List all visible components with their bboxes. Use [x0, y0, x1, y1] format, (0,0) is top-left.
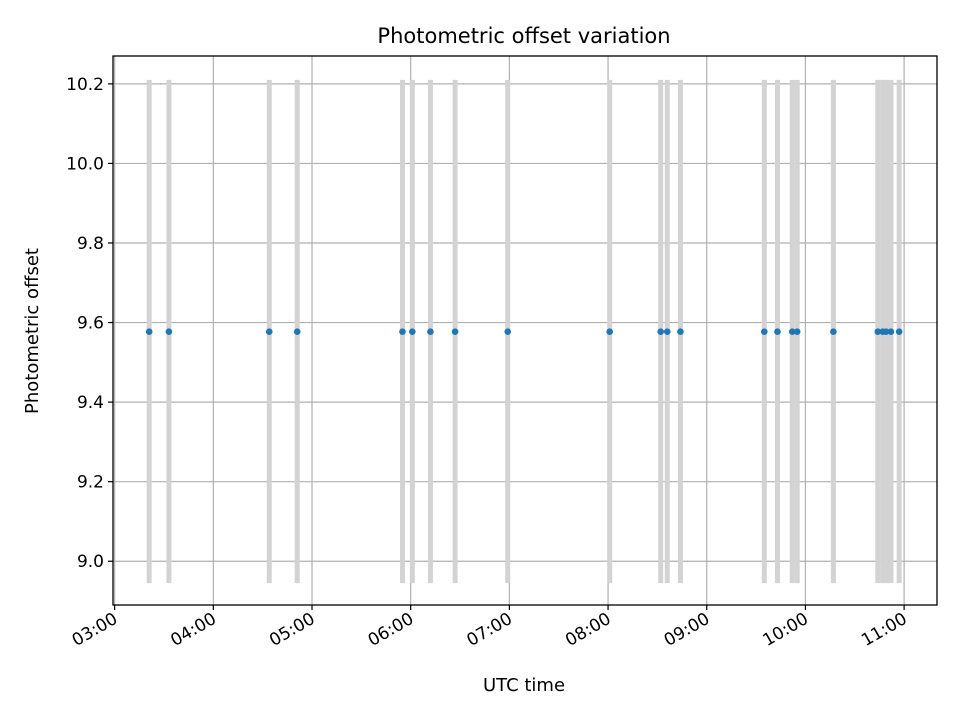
data-point — [657, 328, 664, 335]
data-point — [793, 328, 801, 335]
data-point — [606, 328, 614, 335]
data-point — [761, 328, 768, 335]
y-axis-ticks: 9.0 9.2 9.4 9.6 9.8 10.0 10.2 — [66, 75, 113, 572]
data-point — [887, 328, 895, 335]
data-point — [774, 328, 781, 335]
y-tick-label: 10.0 — [66, 154, 104, 174]
x-tick-label: 03:00 — [69, 609, 121, 651]
x-axis-ticks: 03:00 04:00 05:00 06:00 07:00 08:00 09:00 10:00… — [69, 605, 911, 651]
plot-frame — [112, 55, 938, 606]
x-tick-label: 08:00 — [562, 609, 614, 651]
data-point — [663, 328, 671, 335]
data-point — [788, 328, 796, 335]
y-tick-label: 9.6 — [77, 314, 104, 334]
data-point — [427, 328, 434, 335]
data-point — [830, 328, 837, 335]
data-point — [874, 328, 882, 335]
y-tick-label: 9.0 — [77, 552, 104, 572]
x-tick-label: 05:00 — [266, 609, 318, 651]
y-tick-label: 9.8 — [77, 234, 104, 254]
data-points — [145, 328, 903, 335]
vertical-bars — [146, 79, 902, 584]
y-tick-label: 9.2 — [77, 473, 104, 493]
data-point — [399, 328, 406, 335]
x-tick-label: 06:00 — [365, 609, 417, 651]
data-point — [145, 328, 153, 335]
data-point — [293, 328, 301, 335]
x-tick-label: 11:00 — [858, 609, 910, 651]
chart-title: Photometric offset variation — [377, 24, 670, 48]
data-point — [504, 328, 512, 335]
data-point — [409, 328, 416, 335]
data-point — [882, 328, 890, 335]
y-tick-label: 10.2 — [66, 75, 104, 95]
y-tick-label: 9.4 — [77, 393, 104, 413]
data-point — [677, 328, 684, 335]
y-axis-label: Photometric offset — [22, 248, 43, 414]
data-point — [165, 328, 173, 335]
data-point — [265, 328, 273, 335]
x-tick-label: 07:00 — [463, 609, 515, 651]
x-tick-label: 10:00 — [759, 609, 811, 651]
data-point — [451, 328, 459, 335]
grid — [113, 56, 937, 605]
data-point — [895, 328, 903, 335]
x-tick-label: 04:00 — [167, 609, 219, 651]
x-axis-label: UTC time — [483, 675, 565, 696]
x-tick-label: 09:00 — [661, 609, 713, 651]
